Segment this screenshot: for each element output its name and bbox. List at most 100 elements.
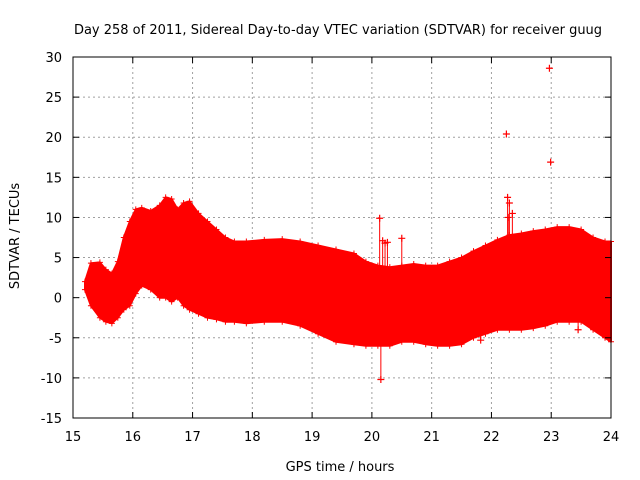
y-axis-label: SDTVAR / TECUs [8,183,23,290]
band-point [554,224,561,231]
grid-lines [73,57,611,418]
outlier-point [377,375,385,383]
band-point [518,230,525,237]
band-point [168,195,175,202]
plot-frame [72,56,612,419]
outlier-point [574,326,582,334]
outlier-point [504,213,512,221]
band-point [162,294,169,301]
band-point [578,318,585,325]
chart-title: Day 258 of 2011, Sidereal Day-to-day VTE… [74,23,602,38]
band-point [434,342,441,349]
band-point [410,338,417,345]
band-point [243,320,250,327]
outlier-point [504,193,512,201]
band-point [494,236,501,243]
y-tick-label: -5 [49,332,62,347]
band-point [195,210,202,217]
band-point [195,310,202,317]
band-point [87,302,94,309]
band-point [156,202,163,209]
band-point [518,326,525,333]
x-tick-label: 20 [364,430,381,445]
band-point [231,238,238,245]
sdtvar-band [84,196,612,347]
band-point [132,206,139,213]
x-tick-label: 19 [304,430,321,445]
x-tick-label: 15 [65,430,82,445]
band-point [231,318,238,325]
outlier-point [477,336,485,344]
y-tick-label: 5 [54,252,62,267]
outlier-point [541,318,549,326]
band-point [81,278,88,285]
outlier-point [505,199,513,207]
y-tick-label: 10 [45,211,62,226]
band-point [350,250,357,257]
y-axis-ticks: -15 -10 -5 0 5 10 15 20 25 30 [41,51,611,427]
band-point [186,306,193,313]
band-point [261,318,268,325]
band-point [120,234,127,241]
band-point [333,246,340,253]
band-point [386,264,393,271]
band-point [362,342,369,349]
band-point [102,266,109,273]
outlier-point [508,209,516,217]
band-point [279,318,286,325]
outlier-points [376,64,582,383]
band-point [162,194,169,201]
band-point [410,260,417,267]
band-point [243,238,250,245]
band-point [434,262,441,269]
band-point [446,342,453,349]
band-point [204,314,211,321]
x-tick-label: 21 [423,430,440,445]
band-point [156,294,163,301]
outlier-point [398,234,406,242]
band-point [81,286,88,293]
band-point [297,322,304,329]
band-point [147,208,154,215]
y-tick-label: 0 [54,292,62,307]
band-point [96,314,103,321]
band-point [590,326,597,333]
band-point [315,330,322,337]
band-point [222,234,229,241]
y-tick-label: 30 [45,51,62,66]
band-point [422,341,429,348]
band-point [222,318,229,325]
band-point [120,306,127,313]
band-point [180,302,187,309]
band-point [458,254,465,261]
band-point [126,218,133,225]
band-point [566,224,573,231]
band-point [261,236,268,243]
band-point [96,259,103,266]
band-point [204,218,211,225]
band-point [147,286,154,293]
x-tick-label: 18 [244,430,261,445]
band-point [138,282,145,289]
y-tick-label: 15 [45,171,62,186]
outlier-point [383,238,391,246]
band-point [458,341,465,348]
band-point [362,258,369,265]
band-point [506,326,513,333]
outlier-point [502,130,510,138]
band-point [530,325,537,332]
outlier-point [376,214,384,222]
x-tick-label: 17 [184,430,201,445]
band-point [138,204,145,211]
band-point [333,338,340,345]
band-point [482,242,489,249]
band-point [87,260,94,267]
band-point [422,262,429,269]
x-axis-label: GPS time / hours [286,460,395,475]
band-point [126,302,133,309]
band-point [114,314,121,321]
band-point [590,234,597,241]
band-point [446,258,453,265]
y-tick-label: 25 [45,91,62,106]
